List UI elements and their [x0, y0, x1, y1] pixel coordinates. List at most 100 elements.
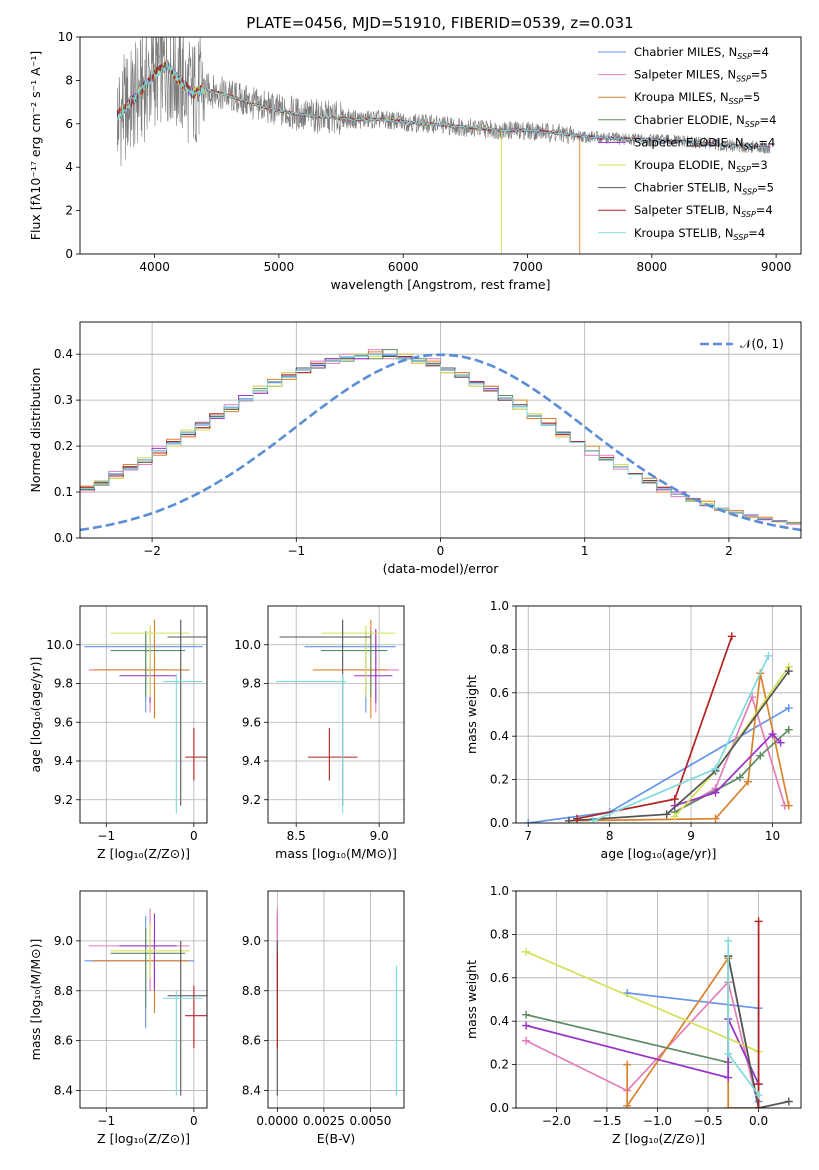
weight-marker: [589, 816, 598, 823]
x-axis-label: wavelength [Angstrom, rest frame]: [330, 277, 550, 292]
weight-marker: [754, 1080, 763, 1089]
legend: 𝒩(0, 1): [700, 337, 784, 351]
x-tick-label: 0.0000: [256, 1114, 298, 1128]
y-tick-label: 0.2: [54, 439, 73, 453]
y-tick-label: 8.6: [54, 1034, 73, 1048]
y-tick-label: 9.0: [242, 934, 261, 948]
legend-label-4: Salpeter ELODIE, NSSP=4: [634, 135, 775, 151]
panel-age-vs-mass: 8.5 9.0 9.2 9.4 9.6 9.8 10.0 mass [log₁₀(M/M⊙)]: [234, 605, 405, 861]
errorbar-point-3: [110, 631, 186, 698]
errorbar-point-0: [84, 915, 194, 1029]
y-tick-label: 0.8: [490, 642, 509, 656]
grid: [80, 891, 207, 1108]
y-tick-label: 9.6: [54, 715, 73, 729]
axes-frame: [515, 890, 802, 1109]
y-tick-label: 0.4: [490, 1014, 509, 1028]
plot-area: [84, 619, 207, 814]
errorbar-point-6: [167, 940, 207, 1096]
y-tick-label: 6: [65, 117, 73, 131]
errorbar-point-5: [110, 625, 190, 698]
y-tick-label: 0.4: [490, 729, 509, 743]
x-tick-label: −2.0: [542, 1114, 571, 1128]
axes-frame: [267, 890, 405, 1109]
weight-marker: [784, 725, 793, 734]
weight-line-4: [674, 732, 782, 807]
histogram-1: [80, 349, 801, 527]
weight-marker: [573, 814, 582, 823]
y-tick-label: 8.8: [242, 984, 261, 998]
y-tick-label: 9.4: [242, 754, 261, 768]
histogram-8: [80, 353, 801, 527]
legend-label-1: Salpeter MILES, NSSP=5: [634, 68, 768, 84]
y-tick-label: 8.4: [242, 1084, 261, 1098]
x-tick-label: 5000: [264, 260, 295, 274]
panel-mass-vs-Z: −1 0 8.4 8.6 8.8 9.0 Z [log₁₀(Z/Z⊙)] mass [log₁…: [28, 890, 208, 1146]
errorbar-point-5: [321, 625, 396, 698]
x-axis-label: E(B-V): [317, 1131, 356, 1146]
weight-line-8: [727, 940, 760, 1096]
legend-label-0: Chabrier MILES, NSSP=4: [634, 45, 769, 61]
y-tick-label: 1.0: [490, 599, 509, 613]
model-line-8: [116, 61, 771, 150]
weight-marker: [768, 730, 777, 739]
panel-spectrum: 4000 5000 6000 7000 8000 9000 0 2 4 6 8 10 wavelengt…: [28, 30, 802, 292]
errorbar-point-3: [321, 631, 388, 698]
errorbar-point-5: [110, 923, 190, 979]
axes-frame: [79, 890, 208, 1109]
x-tick-label: 2: [725, 544, 733, 558]
y-tick-label: 8.6: [242, 1034, 261, 1048]
y-axis-label: mass [log₁₀(M/M⊙)]: [28, 939, 43, 1061]
errorbar-point-3: [110, 928, 186, 1009]
legend-label-7: Salpeter STELIB, NSSP=4: [634, 203, 773, 219]
x-tick-label: 8: [606, 829, 614, 843]
y-tick-label: 0.6: [490, 971, 509, 985]
legend-label-2: Kroupa MILES, NSSP=5: [634, 90, 760, 106]
weight-marker: [764, 651, 773, 660]
y-tick-label: 10.0: [234, 638, 261, 652]
histogram-5: [80, 353, 801, 527]
errorbar-point-7: [307, 728, 358, 781]
errorbar-point-0: [84, 631, 203, 713]
histogram-7: [80, 353, 801, 527]
y-tick-label: 8.4: [54, 1084, 73, 1098]
weight-marker: [724, 1073, 733, 1082]
axes-frame: [79, 36, 802, 255]
y-tick-label: 9.8: [54, 677, 73, 691]
panel-weight-vs-Z: −2.0 −1.5 −1.0 −0.5 0.0 0.0 0.2 0.4 0.6 0.8 1.0 Z […: [464, 884, 802, 1146]
x-tick-label: 0: [190, 1114, 198, 1128]
x-tick-label: −1: [287, 544, 305, 558]
axes-frame: [267, 605, 405, 824]
weight-line-1: [674, 694, 786, 813]
weight-marker: [711, 788, 720, 797]
grid: [80, 606, 207, 823]
histogram-2: [80, 351, 801, 527]
y-tick-label: 9.4: [54, 754, 73, 768]
weight-marker: [623, 1060, 632, 1069]
x-tick-label: 10: [765, 829, 780, 843]
y-tick-label: 0.3: [54, 393, 73, 407]
plot-area: [276, 619, 400, 814]
weight-line-6: [568, 670, 790, 822]
y-tick-label: 0.1: [54, 485, 73, 499]
weight-marker: [735, 773, 744, 782]
x-tick-label: −2: [143, 544, 161, 558]
panel-age-vs-Z: −1 0 9.2 9.4 9.6 9.8 10.0 Z [log₁₀(Z/Z⊙)] age [l…: [28, 605, 208, 861]
legend-label-5: Kroupa ELODIE, NSSP=3: [634, 158, 768, 174]
weight-marker: [724, 1104, 733, 1108]
weight-marker: [564, 816, 573, 823]
x-axis-label: Z [log₁₀(Z/Z⊙)]: [97, 1131, 190, 1146]
weight-marker: [662, 810, 671, 819]
x-tick-label: 4000: [139, 260, 170, 274]
y-tick-label: 10.0: [46, 638, 73, 652]
plot-area: [84, 908, 207, 1096]
y-tick-label: 0: [65, 247, 73, 261]
weight-marker: [756, 751, 765, 760]
y-tick-label: 8: [65, 73, 73, 87]
axes-frame: [79, 605, 208, 824]
weight-marker: [623, 1101, 632, 1108]
x-axis-label: mass [log₁₀(M/M⊙)]: [275, 846, 397, 861]
y-tick-label: 9.2: [242, 793, 261, 807]
errorbar-point-8: [163, 990, 203, 1096]
x-axis-label: Z [log₁₀(Z/Z⊙)]: [97, 846, 190, 861]
y-tick-label: 1.0: [490, 884, 509, 898]
